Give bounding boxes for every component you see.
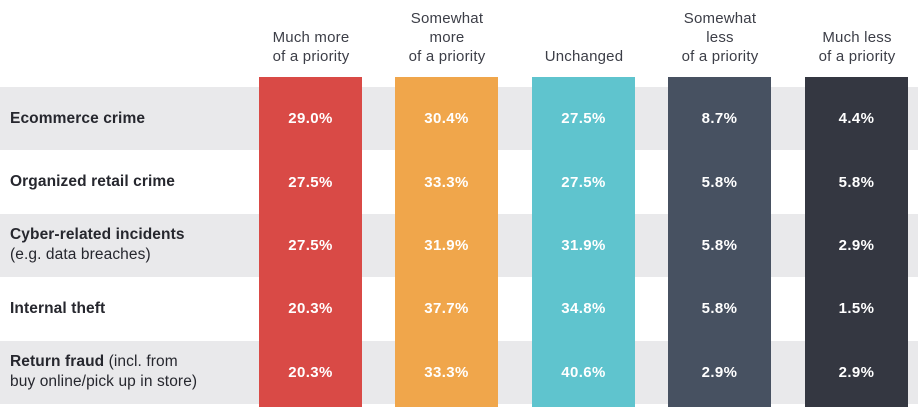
value-cell: 27.5% bbox=[561, 110, 606, 128]
value-cell: 5.8% bbox=[838, 173, 875, 191]
header-line: of a priority bbox=[272, 48, 350, 65]
column-header-much-more: Much more of a priority bbox=[236, 0, 386, 66]
header-line: more bbox=[429, 29, 465, 46]
row-label-line2: (e.g. data breaches) bbox=[10, 246, 151, 264]
column-bar-unchanged: 27.5% 27.5% 31.9% 34.8% 40.6% bbox=[532, 77, 635, 407]
row-label-cyber-related-incidents: Cyber-related incidents (e.g. data breac… bbox=[10, 214, 255, 277]
row-labels: Ecommerce crime Organized retail crime C… bbox=[10, 87, 255, 404]
header-line: Somewhat bbox=[410, 10, 484, 27]
column-bar-much-more: 29.0% 27.5% 27.5% 20.3% 20.3% bbox=[259, 77, 362, 407]
bar-spacer bbox=[532, 77, 635, 87]
value-cell: 20.3% bbox=[288, 363, 333, 381]
value-cell: 5.8% bbox=[701, 300, 738, 318]
value-cell: 1.5% bbox=[838, 300, 875, 318]
row-label-internal-theft: Internal theft bbox=[10, 277, 255, 340]
value-cell: 29.0% bbox=[288, 110, 333, 128]
bar-spacer bbox=[395, 77, 498, 87]
row-label-ecommerce-crime: Ecommerce crime bbox=[10, 87, 255, 150]
value-cell: 20.3% bbox=[288, 300, 333, 318]
value-cell: 37.7% bbox=[424, 300, 469, 318]
row-label-line2: buy online/pick up in store) bbox=[10, 373, 198, 391]
header-line: Unchanged bbox=[544, 48, 624, 65]
header-line: Much more bbox=[272, 29, 350, 46]
row-label-line: Cyber-related incidents bbox=[10, 226, 185, 244]
row-label-organized-retail-crime: Organized retail crime bbox=[10, 150, 255, 213]
value-cell: 27.5% bbox=[288, 236, 333, 254]
value-cell: 33.3% bbox=[424, 173, 469, 191]
column-bar-somewhat-less: 8.7% 5.8% 5.8% 5.8% 2.9% bbox=[668, 77, 771, 407]
column-header-unchanged: Unchanged bbox=[509, 0, 659, 66]
value-cell: 31.9% bbox=[561, 236, 606, 254]
value-cell: 4.4% bbox=[838, 110, 875, 128]
header-line: of a priority bbox=[408, 48, 486, 65]
row-label-line: Return fraud (incl. from bbox=[10, 353, 178, 371]
value-cell: 5.8% bbox=[701, 173, 738, 191]
value-cell: 2.9% bbox=[838, 236, 875, 254]
column-header-somewhat-more: Somewhat more of a priority bbox=[372, 0, 522, 66]
row-label-line: Organized retail crime bbox=[10, 173, 176, 191]
value-cell: 27.5% bbox=[288, 173, 333, 191]
header-line: of a priority bbox=[818, 48, 896, 65]
row-label-return-fraud: Return fraud (incl. from buy online/pick… bbox=[10, 341, 255, 404]
value-cell: 8.7% bbox=[701, 110, 738, 128]
value-cell: 27.5% bbox=[561, 173, 606, 191]
value-cell: 40.6% bbox=[561, 363, 606, 381]
column-bar-somewhat-more: 30.4% 33.3% 31.9% 37.7% 33.3% bbox=[395, 77, 498, 407]
value-cell: 5.8% bbox=[701, 236, 738, 254]
value-cell: 2.9% bbox=[838, 363, 875, 381]
column-bar-much-less: 4.4% 5.8% 2.9% 1.5% 2.9% bbox=[805, 77, 908, 407]
header-line: Much less bbox=[822, 29, 892, 46]
bar-spacer bbox=[805, 77, 908, 87]
column-header-somewhat-less: Somewhat less of a priority bbox=[645, 0, 795, 66]
header-line: Somewhat bbox=[683, 10, 757, 27]
header-line: less bbox=[706, 29, 734, 46]
value-cell: 34.8% bbox=[561, 300, 606, 318]
header-line: of a priority bbox=[681, 48, 759, 65]
bar-spacer bbox=[259, 77, 362, 87]
value-cell: 33.3% bbox=[424, 363, 469, 381]
row-label-line: Internal theft bbox=[10, 299, 106, 317]
column-header-much-less: Much less of a priority bbox=[782, 0, 918, 66]
value-cell: 31.9% bbox=[424, 236, 469, 254]
bar-spacer bbox=[668, 77, 771, 87]
value-cell: 2.9% bbox=[701, 363, 738, 381]
value-cell: 30.4% bbox=[424, 110, 469, 128]
row-label-line: Ecommerce crime bbox=[10, 109, 146, 127]
